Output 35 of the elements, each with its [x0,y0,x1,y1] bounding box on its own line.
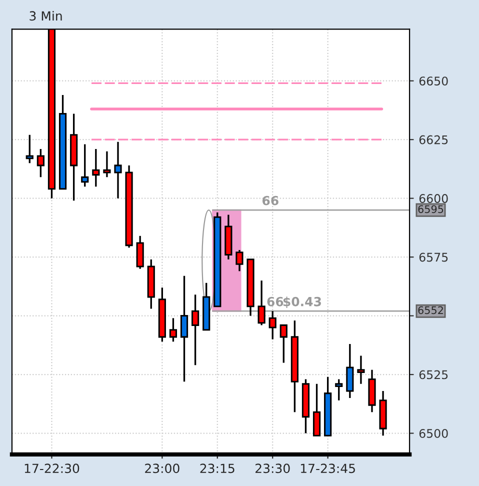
candlestick [236,249,244,272]
y-tick-label: 6525 [419,370,448,380]
ref-line-label: 6552 [418,306,443,314]
candlestick [258,280,266,326]
candlestick [191,294,200,366]
ref-line-label: 6595 [418,205,444,214]
y-tick-label: 6600 [419,194,448,203]
candlestick [169,317,178,342]
candlestick [346,343,354,399]
x-tick-label: 23:30 [256,464,290,474]
y-tick-label: 6575 [419,252,448,262]
y-tick-label: 6500 [419,428,448,438]
x-tick-label: 23:00 [145,464,180,474]
y-tick-label: 6625 [419,135,448,144]
candlestick [136,235,144,270]
candlestick [103,150,111,178]
candlestick [36,148,44,178]
chart-title: 3 Min [30,10,62,21]
candlestick [280,324,288,364]
candlestick [357,354,365,385]
candlestick [81,143,89,188]
x-tick-label: 23:15 [200,464,234,474]
candlestick [114,141,122,200]
candlestick [268,310,276,340]
candlestick [312,383,321,436]
candlestick [26,134,34,164]
candlestick [180,275,188,382]
candlestick [335,378,343,402]
candlestick [92,148,100,188]
annotation: 66 [267,296,284,306]
x-tick-label: 17-23:45 [300,464,355,474]
x-tick-label: 17-22:30 [24,464,80,474]
annotation: $0.43 [283,296,321,308]
y-tick-label: 6650 [419,76,448,86]
annotation: 66 [262,196,278,206]
